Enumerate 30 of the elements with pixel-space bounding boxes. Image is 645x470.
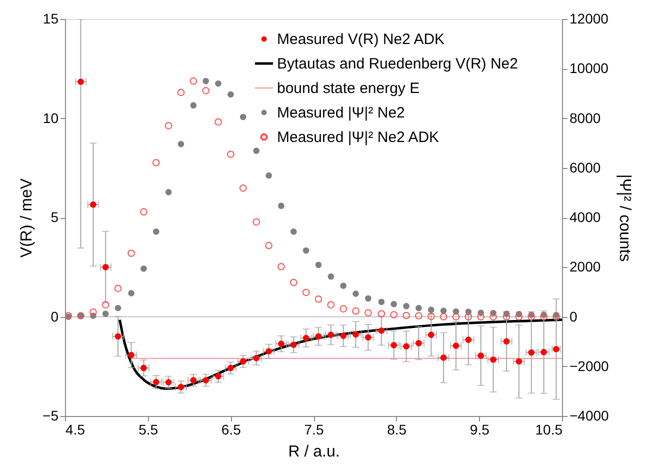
y2-tick-label: 8000	[570, 110, 601, 126]
y2-tick-label: 10000	[570, 60, 609, 76]
legend-label: Bytautas and Ruedenberg V(R) Ne2	[277, 56, 518, 72]
y2-tick-label: 6000	[570, 159, 601, 176]
y2-axis-title: |Ψ|² / counts	[616, 174, 633, 262]
y2-tick-label: 0	[570, 308, 578, 324]
legend-label: bound state energy E	[277, 80, 420, 97]
x-axis-title: R / a.u.	[288, 444, 340, 460]
x-tick-label: 6.5	[221, 422, 242, 438]
y2-tick-label: 2000	[570, 258, 601, 275]
y2-tick-label: 4000	[570, 209, 601, 225]
y2-tick-label: 12000	[570, 10, 609, 26]
legend-label: Measured V(R) Ne2 ADK	[277, 31, 445, 48]
y-tick-label: 0	[50, 308, 59, 324]
y-tick-label: 5	[50, 209, 59, 225]
y-tick-label: 15	[42, 10, 59, 26]
x-tick-label: 9.5	[470, 422, 490, 438]
legend-label: Measured |Ψ|² Ne2	[277, 104, 405, 122]
x-tick-label: 10.5	[535, 422, 563, 438]
legend-label: Measured |Ψ|² Ne2 ADK	[277, 129, 440, 146]
y-tick-label: −5	[42, 408, 59, 424]
x-tick-label: 7.5	[304, 422, 324, 438]
y2-tick-label: −4000	[570, 408, 610, 424]
x-tick-label: 5.5	[138, 422, 158, 438]
y-axis-title: V(R) / meV	[18, 178, 36, 258]
x-tick-label: 8.5	[387, 422, 407, 438]
x-tick-label: 4.5	[66, 422, 86, 438]
y-tick-label: 10	[42, 110, 59, 126]
y2-tick-label: −2000	[570, 358, 610, 374]
line-series	[118, 318, 562, 390]
